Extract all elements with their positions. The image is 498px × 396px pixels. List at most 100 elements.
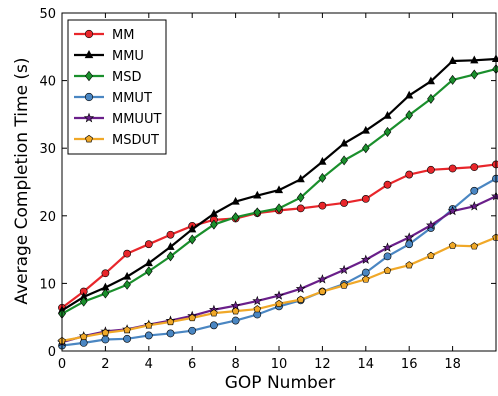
data-point-mmut [166,329,175,338]
data-point-msd [123,279,131,290]
data-point-mmut [144,331,153,340]
data-point-mmut [405,240,414,249]
data-point-mmu [470,55,479,64]
data-point-mmut [231,316,240,325]
x-tick-label: 2 [101,357,109,372]
y-tick-label: 20 [39,210,56,225]
data-point-msd [210,219,218,230]
data-point-msdut [231,307,240,315]
data-point-msd [166,251,175,262]
data-point-mmuut [360,254,371,264]
data-point-mmuut [274,290,284,300]
x-tick-label: 14 [358,357,375,372]
data-point-mm [340,199,348,207]
data-point-msdut [188,313,196,322]
data-point-mmut [383,252,392,261]
data-point-msdut [275,299,283,307]
legend-box [67,19,167,155]
data-point-msd [427,93,435,104]
legend-marker [85,134,93,143]
legend-label: MMU [112,49,144,64]
legend-entry-mmut: MMUT [74,91,152,106]
data-point-mmuut [404,232,415,242]
data-point-msdut [318,287,327,295]
data-point-mmuut [252,295,263,306]
series-mm [58,160,498,312]
data-point-mm [101,269,110,278]
data-point-mm [405,170,414,179]
data-point-mmu [188,224,197,233]
data-point-mm [361,194,370,203]
data-point-msdut [383,266,392,274]
series-mmuut [57,191,498,347]
legend-entry-mmuut: MMUUT [74,112,161,127]
data-point-mmu [296,174,305,183]
data-point-mm [492,160,498,169]
legend-marker [84,29,94,39]
legend-marker [85,70,93,82]
legend-label: MM [112,28,134,43]
x-tick-label: 18 [444,357,461,372]
series-msd [58,64,498,319]
data-point-mm [426,165,435,174]
y-axis-title: Average Completion Time (s) [12,57,32,304]
legend-entry-mmu: MMU [74,49,144,64]
data-point-mmu [405,90,414,99]
data-point-mmu [209,208,218,217]
data-point-mmu [274,185,284,194]
data-point-mmuut [339,264,350,275]
data-point-mmu [361,125,370,134]
data-point-mmut [79,338,88,347]
data-point-mmuut [317,274,328,284]
legend-label: MSDUT [112,133,159,148]
y-tick-label: 0 [48,345,56,360]
x-tick-label: 4 [145,357,153,372]
x-axis-title: GOP Number [225,373,336,393]
x-tick-label: 0 [58,357,66,372]
data-point-msd [79,296,88,307]
data-point-msdut [210,309,218,317]
data-point-mm [470,163,479,172]
axes: 0 2 4 6 8 10 12 14 16 18 0 10 20 30 40 50 [39,7,497,372]
data-point-mmut [361,268,370,277]
data-point-mmut [470,186,479,195]
data-point-msd [383,126,392,137]
legend-marker [84,92,94,102]
data-point-msd [362,143,370,154]
data-point-msd [275,203,283,214]
legend-label: MMUUT [112,112,161,127]
series-line-mmuut [61,195,497,344]
data-point-msdut [448,241,457,249]
legend-entry-mm: MM [74,28,134,43]
data-point-msdut [427,251,435,259]
x-tick-label: 10 [271,357,288,372]
x-tick-label: 16 [401,357,418,372]
data-point-mmut [101,335,110,344]
data-point-mmu [448,56,457,64]
x-tick-label: 8 [231,357,239,372]
data-point-msdut [296,295,305,303]
legend-marker [83,112,95,123]
data-point-mmuut [295,283,306,293]
data-point-mmuut [469,201,480,211]
data-point-mm [448,164,457,173]
data-point-msd [145,266,153,277]
data-point-msdut [101,328,110,336]
data-point-msdut [123,326,131,334]
series-mmu [57,54,498,314]
legend-entry-msdut: MSDUT [74,133,159,148]
data-point-mmu [166,242,175,250]
data-point-mmuut [425,220,436,230]
data-point-msdut [340,281,348,289]
legend-label: MSD [112,70,141,85]
y-tick-label: 50 [39,7,56,22]
data-point-msd [405,110,413,121]
data-point-msd [340,155,348,166]
data-point-msd [470,69,479,80]
data-point-mm [166,230,175,239]
plot-area [57,54,498,350]
data-point-msdut [79,332,88,341]
data-point-msdut [362,275,370,283]
data-point-mm [144,240,153,249]
